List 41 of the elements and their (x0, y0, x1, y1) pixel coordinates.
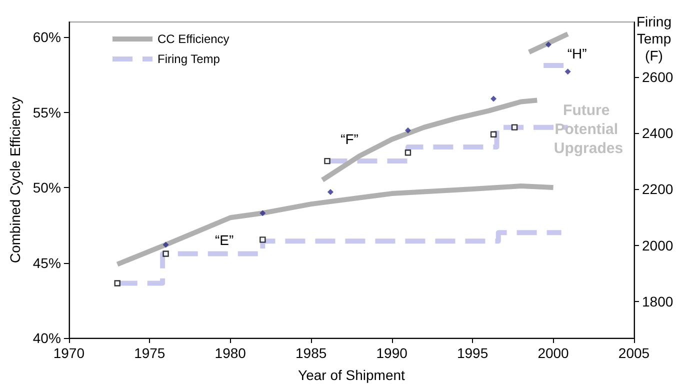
point (564, 68, 571, 75)
legend-label: CC Efficiency (158, 32, 230, 46)
x-tick-label: 1975 (134, 345, 166, 361)
y-tick-label: 40% (32, 330, 61, 346)
y-tick-label: 45% (32, 254, 61, 271)
point (260, 210, 266, 216)
x-tick-label: 1970 (53, 345, 85, 361)
y2-axis-title: Firing Temp (F) (636, 14, 672, 64)
x-tick-label: 2000 (538, 345, 570, 361)
x-tick-label: 1985 (296, 345, 327, 361)
point (324, 158, 330, 164)
annotation: Future Potential Upgrades (554, 102, 624, 157)
x-tick-label: 1990 (376, 345, 408, 361)
annotation: “E” (214, 232, 234, 248)
y-tick-label: 50% (32, 180, 61, 196)
x-tick-label: 2005 (618, 345, 650, 361)
y-tick-label: 60% (32, 29, 61, 46)
point (327, 189, 334, 196)
point (162, 250, 169, 257)
y2-tick-label: 2600 (642, 68, 674, 85)
y2-tick-label: 2000 (642, 237, 674, 254)
point (404, 127, 411, 134)
annotation: “H” (567, 46, 588, 62)
y-axis-title: Combined Cycle Efficiency (7, 96, 23, 264)
point (162, 242, 169, 248)
y2-tick-label: 1800 (642, 293, 674, 310)
y-tick-label: 55% (32, 104, 61, 120)
point (490, 131, 497, 138)
point (114, 280, 120, 286)
x-axis-title: Year of Shipment (298, 367, 406, 383)
legend-label: Firing Temp (158, 52, 220, 66)
x-tick-label: 1980 (214, 345, 246, 361)
annotation: “F” (340, 130, 359, 147)
point (511, 124, 518, 130)
y2-tick-label: 2200 (642, 181, 674, 198)
y2-tick-label: 2400 (642, 124, 674, 141)
point (545, 42, 552, 48)
point (404, 150, 412, 156)
x-tick-label: 1995 (456, 345, 488, 361)
point (490, 96, 497, 102)
point (260, 236, 266, 243)
